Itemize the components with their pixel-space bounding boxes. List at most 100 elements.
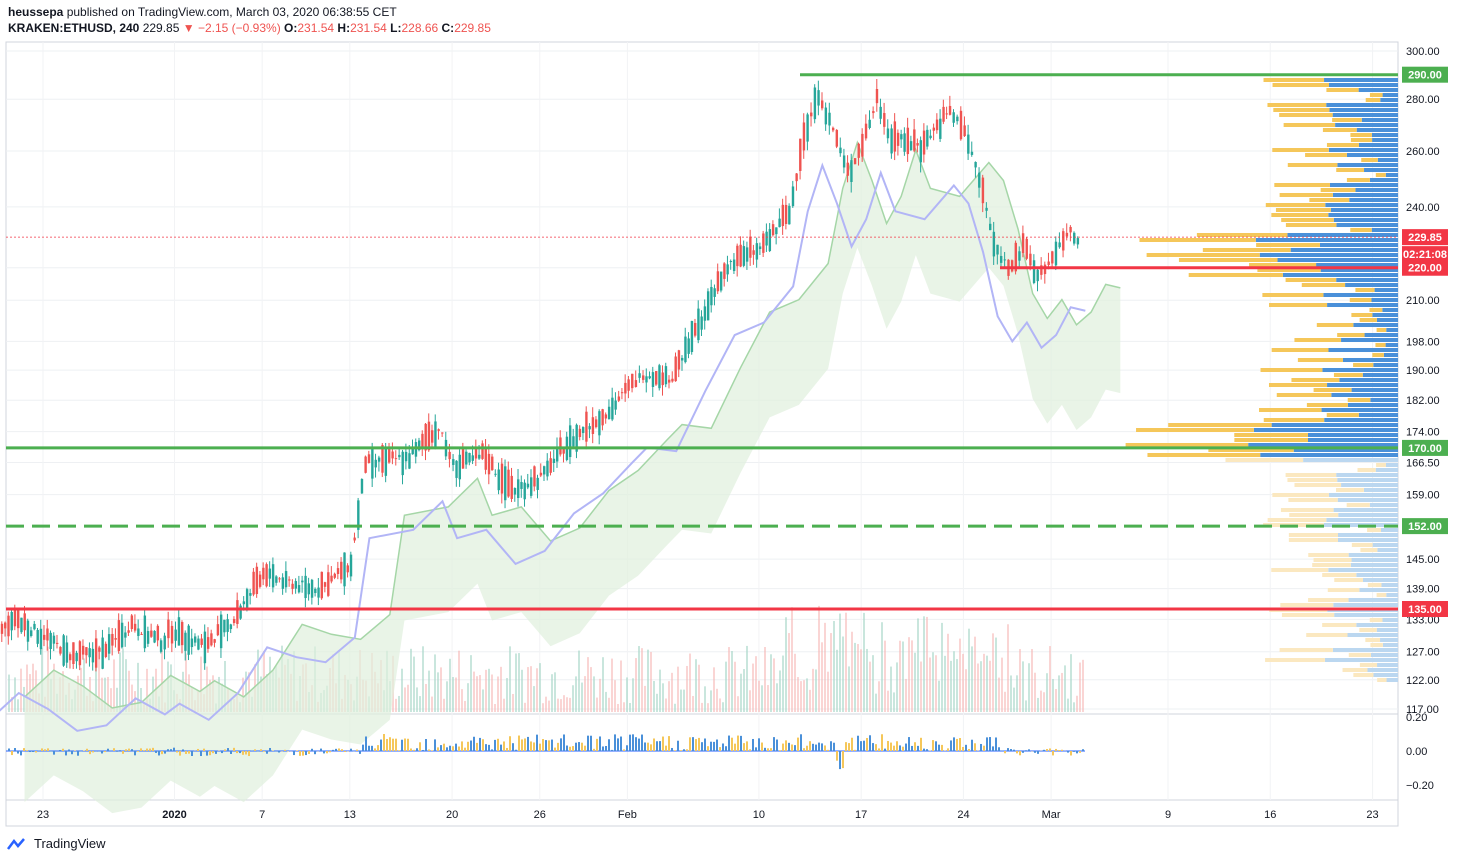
candle-body	[828, 112, 831, 126]
candle-body	[507, 469, 510, 497]
volume-bar	[443, 698, 445, 712]
oscillator-bar	[491, 749, 493, 751]
candle-body	[381, 445, 384, 473]
candle-body	[634, 380, 638, 387]
volume-profile-bar	[1288, 538, 1338, 542]
candle-body	[781, 204, 785, 227]
candle-body	[1073, 232, 1076, 244]
candle-body	[765, 231, 768, 246]
volume-profile-bar	[1346, 503, 1370, 507]
candle-body	[471, 455, 474, 461]
candle-body	[817, 90, 820, 106]
symbol-label[interactable]: KRAKEN:ETHUSD, 240	[8, 21, 140, 35]
time-tick-label: 24	[957, 809, 969, 821]
volume-profile-bar	[1324, 78, 1398, 82]
candle-body	[543, 466, 546, 475]
oscillator-bar	[716, 739, 718, 751]
candle-body	[661, 372, 664, 386]
volume-profile-bar	[1341, 338, 1398, 342]
volume-profile-bar	[1301, 283, 1346, 287]
volume-profile-bar	[1359, 318, 1377, 322]
volume-profile-bar	[1333, 508, 1398, 512]
candle-body	[959, 110, 963, 140]
candle-body	[868, 119, 871, 128]
volume-bar	[971, 646, 973, 712]
oscillator-bar	[320, 748, 322, 751]
volume-bar	[815, 669, 817, 712]
candle-body	[510, 475, 513, 499]
volume-profile-bar	[1307, 433, 1398, 437]
volume-profile-bar	[1337, 333, 1365, 337]
volume-profile-bar	[1377, 678, 1387, 682]
oscillator-bar	[653, 738, 655, 751]
oscillator-bar	[209, 751, 211, 756]
candle-body	[124, 632, 127, 638]
volume-profile-bar	[1341, 483, 1398, 487]
volume-bar	[746, 645, 748, 712]
candle-body	[242, 601, 246, 605]
volume-bar	[521, 669, 523, 712]
volume-profile-bar	[1334, 578, 1363, 582]
volume-profile-bar	[1382, 618, 1398, 622]
oscillator-bar	[524, 738, 526, 751]
oscillator-bar	[665, 745, 667, 751]
candle-body	[614, 400, 617, 410]
volume-bar	[947, 633, 949, 712]
candle-body	[762, 233, 765, 253]
candle-body	[706, 291, 710, 321]
volume-profile-bar	[1294, 338, 1342, 342]
price-tag-text: 229.85	[1408, 232, 1442, 244]
candle-body	[768, 229, 772, 252]
oscillator-bar	[746, 741, 748, 751]
volume-profile-bar	[1330, 208, 1398, 212]
candle-body	[788, 205, 791, 225]
volume-bar	[878, 681, 880, 712]
oscillator-bar	[461, 741, 463, 751]
oscillator-bar	[452, 746, 454, 751]
oscillator-bar	[749, 749, 751, 751]
volume-bar	[821, 642, 823, 712]
volume-bar	[398, 695, 400, 712]
candle-body	[441, 432, 444, 434]
candle-body	[935, 119, 939, 131]
volume-bar	[32, 663, 34, 712]
oscillator-bar	[881, 734, 883, 751]
oscillator-bar	[314, 751, 316, 755]
volume-bar	[725, 661, 727, 712]
oscillator-bar	[1010, 749, 1012, 751]
volume-profile-bar	[1369, 503, 1398, 507]
oscillator-bar	[686, 749, 688, 751]
volume-profile-bar	[1367, 668, 1398, 672]
oscillator-bar	[830, 741, 832, 751]
candle-body	[821, 100, 824, 109]
volume-profile-bar	[1339, 378, 1398, 382]
oscillator-bar	[602, 746, 604, 751]
candle-body	[55, 642, 59, 644]
oscillator-bar	[296, 750, 298, 751]
candle-body	[245, 589, 249, 608]
volume-profile-bar	[1376, 318, 1398, 322]
chart-canvas[interactable]: 300.00280.00260.00240.00220.00210.00198.…	[0, 0, 1468, 834]
oscillator-bar	[11, 751, 13, 756]
volume-bar	[95, 663, 97, 712]
volume-bar	[1049, 646, 1051, 712]
candle-body	[523, 482, 526, 500]
candle-body	[320, 571, 323, 599]
candle-body	[163, 635, 166, 650]
oscillator-bar	[1037, 751, 1039, 754]
oscillator-bar	[599, 736, 601, 751]
volume-bar	[590, 667, 592, 712]
candle-body	[411, 447, 414, 455]
volume-bar	[674, 703, 676, 712]
oscillator-bar	[614, 734, 616, 751]
volume-profile-bar	[1355, 188, 1398, 192]
candle-body	[62, 635, 65, 666]
volume-bar	[938, 680, 940, 712]
candle-body	[671, 378, 674, 382]
tradingview-footer[interactable]: TradingView	[6, 836, 106, 851]
oscillator-bar	[800, 734, 802, 751]
volume-profile-bar	[1386, 678, 1398, 682]
author-name[interactable]: heussepa	[8, 5, 64, 19]
volume-bar	[491, 674, 493, 712]
oscillator-bar	[200, 751, 202, 757]
